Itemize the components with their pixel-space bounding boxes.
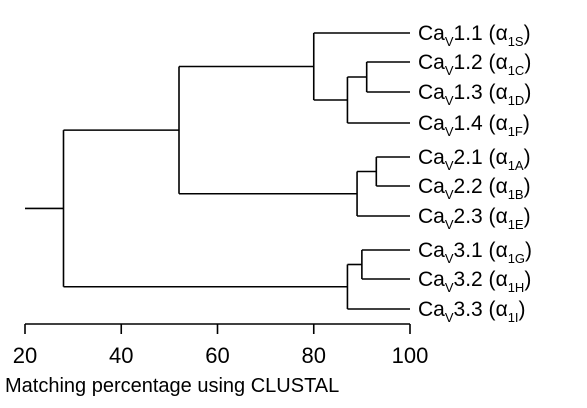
leaf-label-8: CaV3.2 (α1H): [418, 268, 531, 295]
leaf-text: ): [524, 205, 531, 228]
leaf-text: 3.3 (: [454, 298, 496, 321]
leaf-text: Ca: [418, 22, 445, 45]
leaf-text: 1.4 (: [454, 112, 496, 135]
leaf-subscript: 1F: [508, 124, 523, 139]
leaf-text: ): [524, 146, 531, 169]
leaf-text: α: [496, 268, 508, 291]
leaf-text: α: [496, 205, 508, 228]
leaf-subscript: 1D: [508, 93, 525, 108]
leaf-label-9: CaV3.3 (α1I): [418, 298, 526, 325]
leaf-subscript: V: [445, 158, 454, 173]
leaf-subscript: V: [445, 310, 454, 325]
leaf-subscript: V: [445, 124, 454, 139]
leaf-text: 1.1 (: [454, 22, 496, 45]
leaf-text: ): [523, 112, 530, 135]
leaf-subscript: V: [445, 34, 454, 49]
leaf-text: 2.1 (: [454, 146, 496, 169]
leaf-subscript: V: [445, 187, 454, 202]
leaf-label-6: CaV2.3 (α1E): [418, 205, 531, 232]
leaf-text: Ca: [418, 51, 445, 74]
leaf-text: 1.2 (: [454, 51, 496, 74]
leaf-text: 2.2 (: [454, 175, 496, 198]
leaf-text: ): [524, 81, 531, 104]
leaf-subscript: 1C: [508, 63, 525, 78]
leaf-subscript: 1G: [508, 251, 525, 266]
leaf-text: α: [496, 239, 508, 262]
leaf-subscript: 1B: [508, 187, 524, 202]
leaf-text: Ca: [418, 175, 445, 198]
leaf-text: Ca: [418, 205, 445, 228]
leaf-label-5: CaV2.2 (α1B): [418, 175, 531, 202]
leaf-text: Ca: [418, 239, 445, 262]
x-axis-tick-label-20: 20: [13, 343, 37, 368]
leaf-text: α: [496, 146, 508, 169]
leaf-label-4: CaV2.1 (α1A): [418, 146, 531, 173]
leaf-text: α: [496, 22, 508, 45]
leaf-text: α: [496, 112, 508, 135]
x-axis-title: Matching percentage using CLUSTAL: [5, 375, 339, 397]
leaf-text: 3.2 (: [454, 268, 496, 291]
leaf-text: Ca: [418, 298, 445, 321]
leaf-label-0: CaV1.1 (α1S): [418, 22, 531, 49]
leaf-subscript: 1S: [508, 34, 524, 49]
leaf-subscript: 1I: [508, 310, 519, 325]
leaf-text: 1.3 (: [454, 81, 496, 104]
leaf-text: 3.1 (: [454, 239, 496, 262]
leaf-subscript: 1H: [508, 280, 525, 295]
leaf-text: Ca: [418, 146, 445, 169]
leaf-text: α: [496, 51, 508, 74]
leaf-subscript: V: [445, 63, 454, 78]
x-axis-tick-label-60: 60: [205, 343, 229, 368]
leaf-text: 2.3 (: [454, 205, 496, 228]
leaf-subscript: 1E: [508, 217, 524, 232]
leaf-text: α: [496, 81, 508, 104]
leaf-text: α: [496, 175, 508, 198]
leaf-label-7: CaV3.1 (α1G): [418, 239, 532, 266]
leaf-text: ): [519, 298, 526, 321]
leaf-text: ): [524, 268, 531, 291]
leaf-subscript: V: [445, 251, 454, 266]
leaf-subscript: V: [445, 93, 454, 108]
leaf-subscript: V: [445, 217, 454, 232]
leaf-text: ): [525, 239, 532, 262]
leaf-text: Ca: [418, 268, 445, 291]
leaf-label-2: CaV1.3 (α1D): [418, 81, 531, 108]
leaf-text: ): [524, 22, 531, 45]
leaf-text: Ca: [418, 112, 445, 135]
leaf-text: Ca: [418, 81, 445, 104]
leaf-subscript: 1A: [508, 158, 524, 173]
leaf-label-1: CaV1.2 (α1C): [418, 51, 531, 78]
leaf-text: ): [524, 51, 531, 74]
leaf-text: ): [524, 175, 531, 198]
x-axis-tick-label-40: 40: [109, 343, 133, 368]
x-axis-tick-label-100: 100: [392, 343, 429, 368]
leaf-label-3: CaV1.4 (α1F): [418, 112, 530, 139]
leaf-subscript: V: [445, 280, 454, 295]
x-axis-tick-label-80: 80: [302, 343, 326, 368]
leaf-text: α: [496, 298, 508, 321]
